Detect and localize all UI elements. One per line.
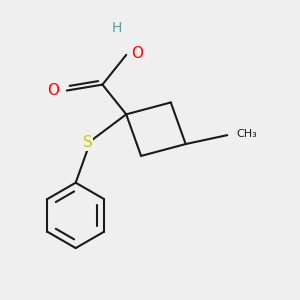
Text: H: H [112,21,122,35]
Text: O: O [47,83,59,98]
Text: CH₃: CH₃ [236,129,257,139]
Text: S: S [83,135,92,150]
Text: O: O [131,46,143,61]
